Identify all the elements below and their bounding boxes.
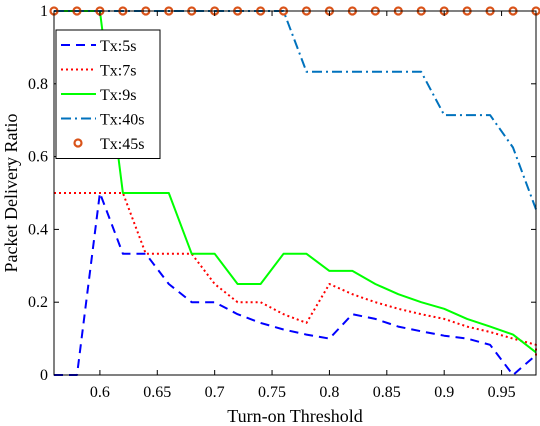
series-tx-9s [54, 10, 537, 354]
y-tick-label: 1 [40, 3, 48, 20]
y-tick-label: 0.6 [28, 149, 48, 166]
series-line [54, 192, 537, 376]
x-axis-ticks: 0.6 0.65 0.7 0.75 0.8 0.85 0.9 0.95 [90, 11, 516, 401]
x-tick-label: 0.7 [205, 384, 225, 401]
series-tx-7s [54, 192, 537, 357]
legend-label: Tx:7s [100, 63, 136, 80]
legend-item: Tx:40s [61, 112, 144, 129]
x-tick-label: 0.8 [319, 384, 339, 401]
x-tick-label: 0.6 [90, 384, 110, 401]
legend-item: Tx:7s [61, 63, 136, 80]
legend-marker [73, 138, 83, 148]
x-tick-label: 0.9 [434, 384, 454, 401]
y-tick-label: 0.2 [28, 294, 48, 311]
legend-item: Tx:45s [73, 136, 144, 153]
legend-label: Tx:5s [100, 38, 136, 55]
legend-item: Tx:5s [61, 38, 136, 55]
x-tick-label: 0.85 [373, 384, 401, 401]
legend-item: Tx:9s [61, 87, 136, 104]
legend-label: Tx:40s [100, 112, 144, 129]
x-tick-label: 0.95 [488, 384, 516, 401]
y-axis-label: Packet Delivery Ratio [1, 114, 21, 273]
legend-label: Tx:45s [100, 136, 144, 153]
y-tick-label: 0.8 [28, 76, 48, 93]
series-tx-5s [54, 192, 537, 376]
series-line [54, 10, 537, 354]
y-axis-ticks: 0 0.2 0.4 0.6 0.8 1 [28, 3, 536, 384]
x-axis-label: Turn-on Threshold [227, 406, 363, 426]
y-tick-label: 0.4 [28, 221, 48, 238]
x-tick-label: 0.65 [143, 384, 171, 401]
legend-label: Tx:9s [100, 87, 136, 104]
series-line [54, 192, 537, 357]
legend: Tx:5s Tx:7s Tx:9s Tx:40s Tx:45s [55, 29, 161, 159]
y-tick-label: 0 [40, 367, 48, 384]
x-tick-label: 0.75 [258, 384, 286, 401]
plot-area-frame [53, 10, 537, 376]
